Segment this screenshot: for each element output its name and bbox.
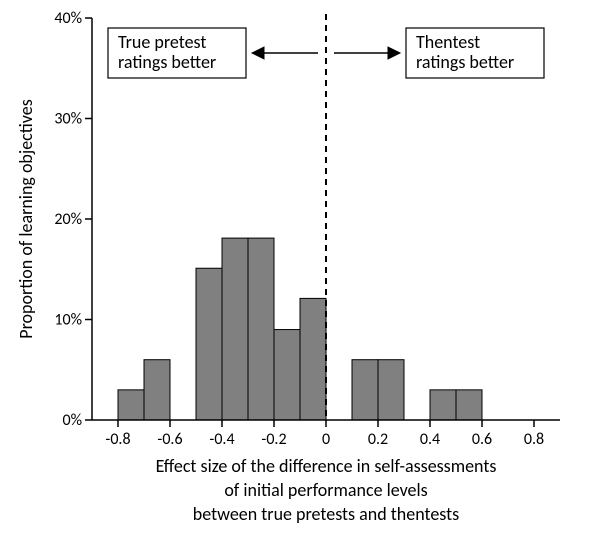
y-tick-label: 20% — [54, 210, 82, 229]
y-tick-label: 40% — [54, 9, 82, 28]
x-tick-label: -0.6 — [157, 430, 182, 449]
histogram-bar — [196, 268, 222, 420]
histogram-bar — [378, 360, 404, 420]
x-axis-label-line3: between true pretests and thentests — [193, 503, 459, 525]
annotation-right-line2: ratings better — [416, 51, 514, 73]
x-tick-label: 0.8 — [524, 430, 544, 449]
x-tick-label: 0.6 — [472, 430, 492, 449]
annotation-left-line2: ratings better — [118, 51, 216, 73]
histogram-bar — [456, 390, 482, 420]
chart-container: 0% 10% 20% 30% 40% -0.8 -0.6 -0.4 -0.2 0 0.2 0.4 0.6… — [0, 0, 600, 552]
histogram-bar — [222, 238, 248, 420]
histogram-bar — [352, 360, 378, 420]
y-tick-label: 10% — [54, 311, 82, 330]
x-axis-label-line2: of initial performance levels — [224, 479, 427, 501]
arrow-left-head — [252, 47, 264, 59]
histogram-bar — [144, 360, 170, 420]
x-tick-label: -0.2 — [261, 430, 286, 449]
histogram-bar — [248, 238, 274, 420]
x-axis-label-line1: Effect size of the difference in self-as… — [156, 455, 497, 477]
histogram-bar — [118, 390, 144, 420]
x-tick-label: -0.8 — [105, 430, 130, 449]
annotation-left-line1: True pretest — [118, 31, 206, 53]
histogram-bar — [300, 298, 326, 420]
y-tick-label: 30% — [54, 110, 82, 129]
y-tick-label: 0% — [62, 411, 82, 430]
histogram-bar — [274, 330, 300, 420]
x-tick-label: -0.4 — [209, 430, 234, 449]
x-tick-label: 0.4 — [420, 430, 440, 449]
y-axis-label: Proportion of learning objectives — [15, 99, 37, 338]
annotation-right-line1: Thentest — [416, 31, 480, 53]
arrow-right-head — [388, 47, 400, 59]
histogram-svg: 0% 10% 20% 30% 40% -0.8 -0.6 -0.4 -0.2 0 0.2 0.4 0.6… — [0, 0, 600, 552]
x-tick-label: 0 — [322, 430, 330, 449]
x-tick-label: 0.2 — [368, 430, 388, 449]
histogram-bar — [430, 390, 456, 420]
